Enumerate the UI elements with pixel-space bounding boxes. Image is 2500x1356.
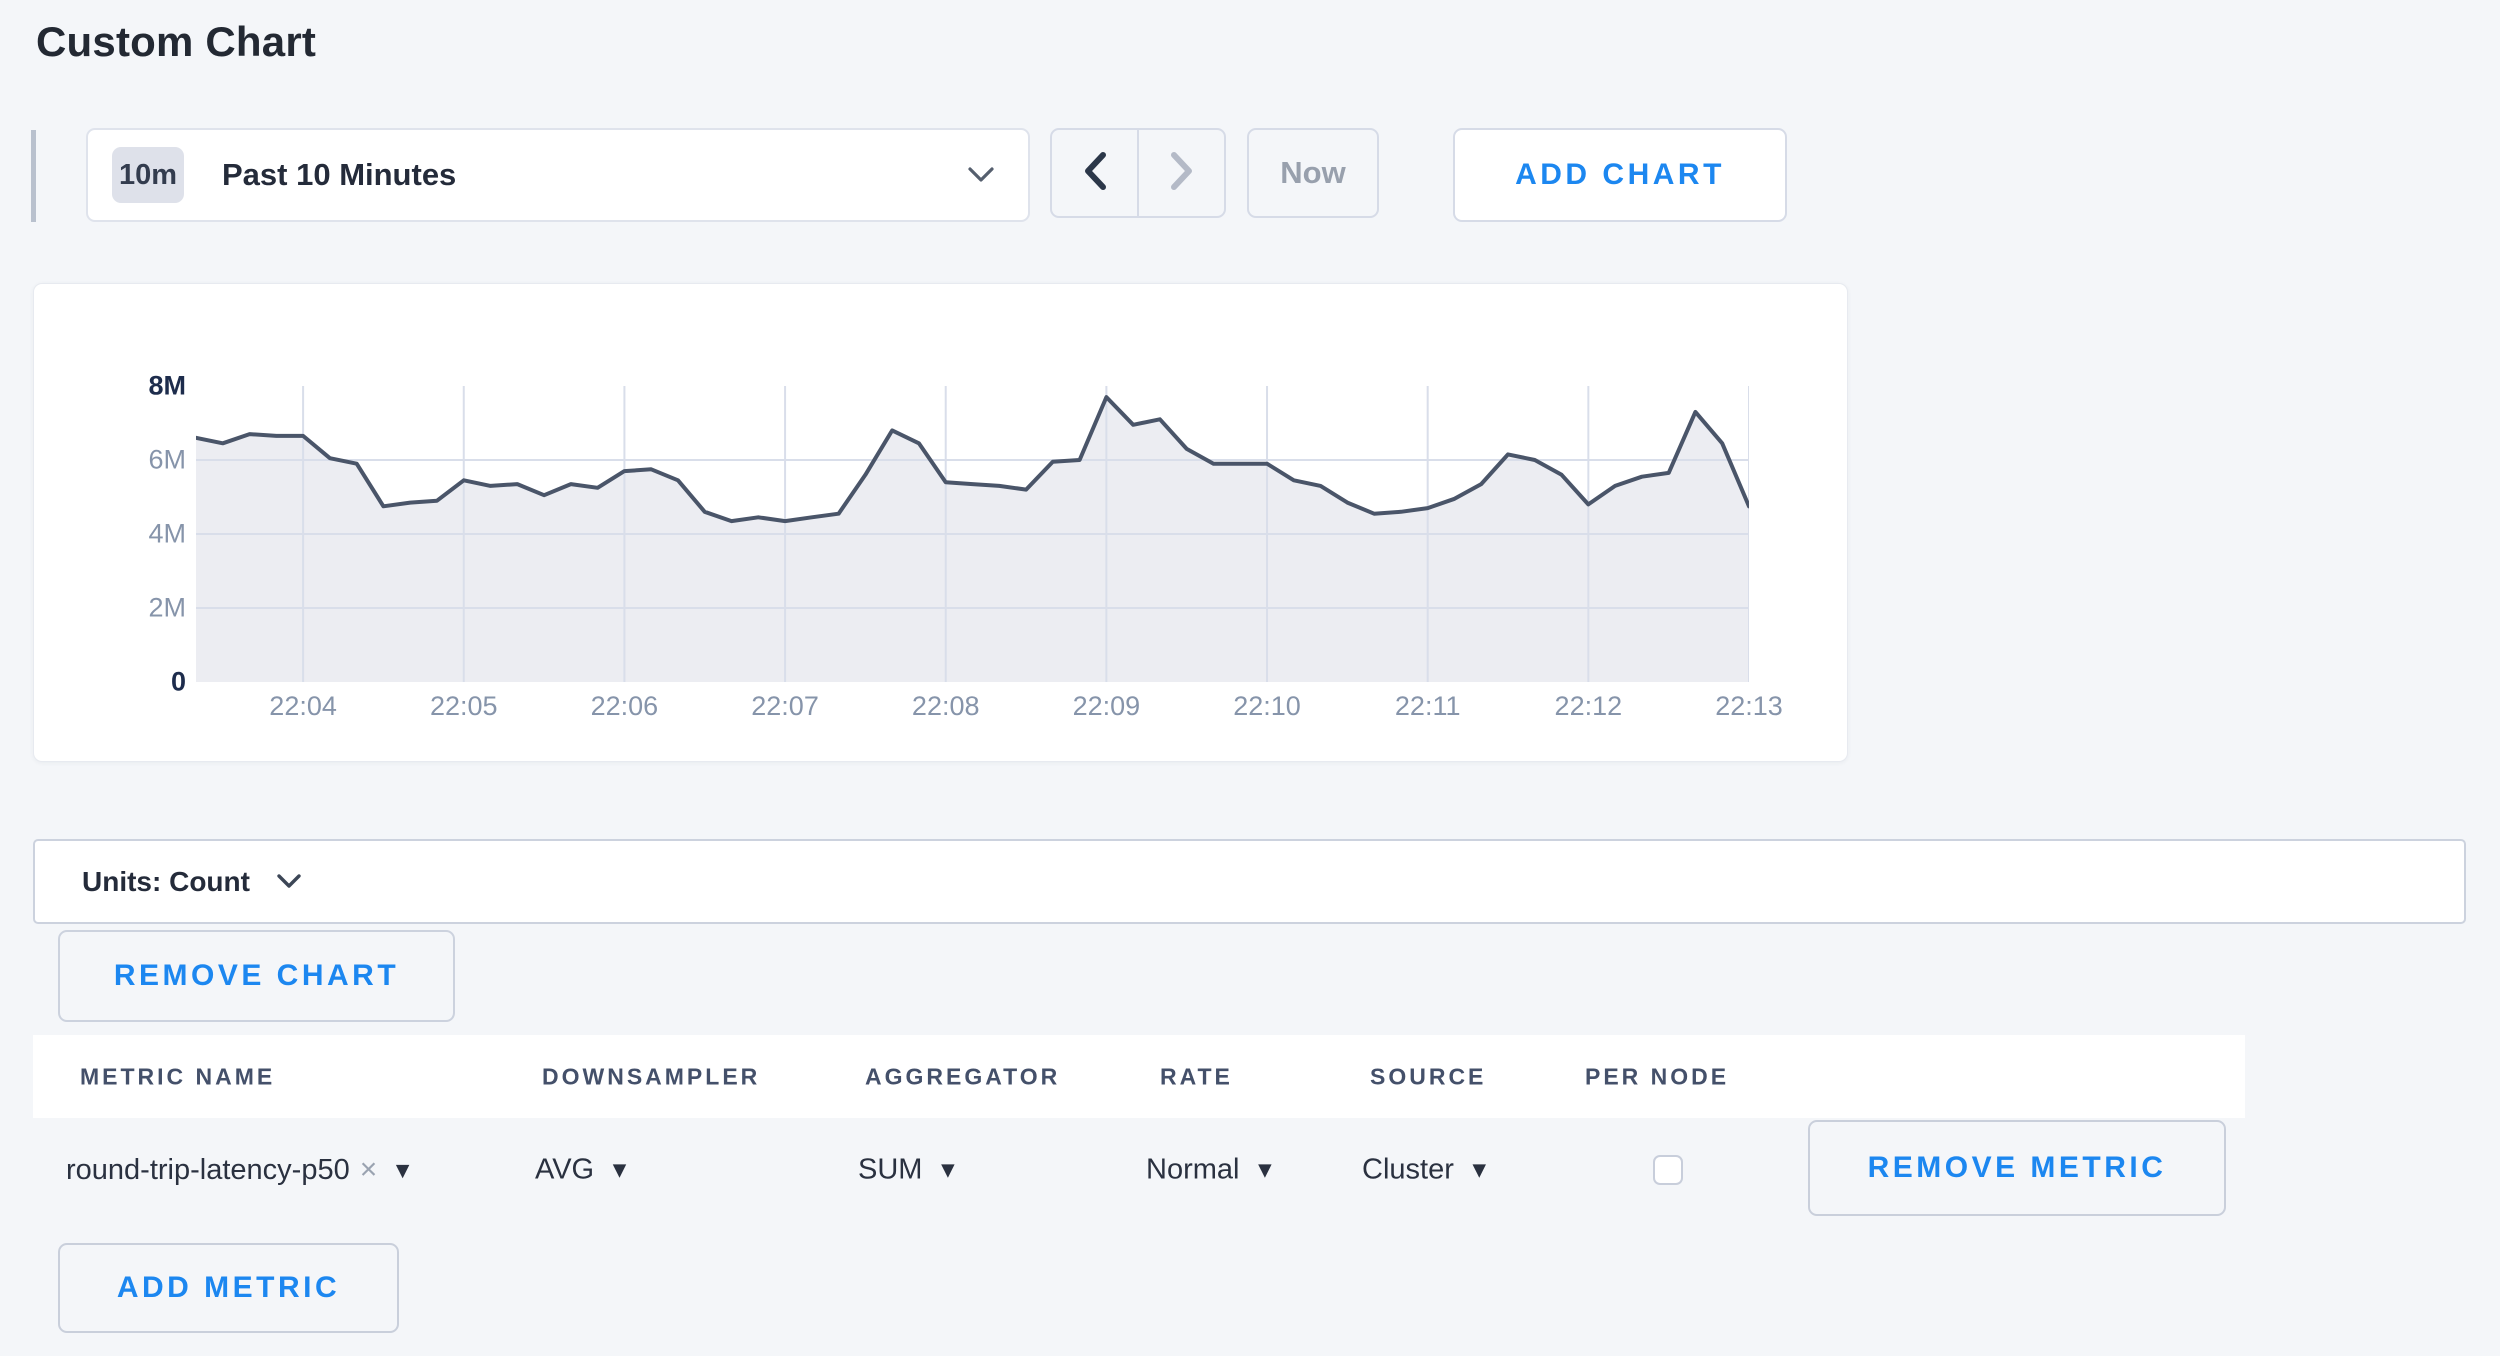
- chevron-down-icon: [276, 873, 302, 890]
- time-range-label: Past 10 Minutes: [222, 157, 457, 192]
- source-value: Cluster: [1362, 1153, 1454, 1186]
- caret-down-icon: ▼: [1253, 1156, 1277, 1183]
- caret-down-icon: ▼: [608, 1156, 631, 1183]
- column-header-source: SOURCE: [1370, 1063, 1487, 1089]
- column-header-rate: RATE: [1160, 1063, 1233, 1089]
- aggregator-dropdown[interactable]: SUM ▼: [858, 1154, 959, 1187]
- column-header-aggregator: AGGREGATOR: [865, 1063, 1061, 1089]
- chevron-right-icon: [1168, 151, 1196, 196]
- x-axis-tick-label: 22:10: [1233, 691, 1301, 721]
- caret-down-icon: ▼: [1467, 1156, 1491, 1183]
- x-axis-tick-label: 22:07: [751, 691, 819, 721]
- downsampler-value: AVG: [535, 1153, 595, 1186]
- x-axis-tick-label: 22:11: [1394, 691, 1461, 721]
- chevron-left-icon: [1081, 151, 1109, 196]
- units-label: Units: Count: [82, 865, 250, 897]
- y-axis-tick-label: 4M: [148, 518, 186, 549]
- add-metric-button[interactable]: ADD METRIC: [58, 1243, 399, 1333]
- y-axis-tick-label: 6M: [148, 444, 186, 475]
- x-axis-tick-label: 22:12: [1554, 691, 1623, 721]
- time-range-badge: 10m: [112, 147, 184, 203]
- time-range-dropdown[interactable]: 10m Past 10 Minutes: [86, 128, 1030, 222]
- now-button[interactable]: Now: [1247, 128, 1379, 218]
- column-header-per-node: PER NODE: [1585, 1063, 1730, 1089]
- source-dropdown[interactable]: Cluster ▼: [1362, 1154, 1491, 1187]
- x-axis-tick-label: 22:05: [429, 691, 498, 721]
- chevron-down-icon: [966, 165, 996, 185]
- chart-plot[interactable]: [196, 386, 1749, 682]
- column-header-metric-name: METRIC NAME: [80, 1063, 276, 1089]
- per-node-checkbox[interactable]: [1653, 1155, 1683, 1185]
- toolbar-divider: [31, 130, 36, 222]
- metric-name-dropdown[interactable]: round-trip-latency-p50 × ▼: [66, 1153, 414, 1187]
- rate-dropdown[interactable]: Normal ▼: [1146, 1154, 1276, 1187]
- y-axis-tick-label: 2M: [148, 592, 186, 623]
- rate-value: Normal: [1146, 1153, 1240, 1186]
- caret-down-icon: ▼: [936, 1156, 960, 1183]
- downsampler-dropdown[interactable]: AVG ▼: [535, 1154, 631, 1187]
- caret-down-icon: ▼: [391, 1156, 414, 1183]
- step-back-button[interactable]: [1052, 130, 1139, 216]
- units-dropdown[interactable]: Units: Count: [33, 839, 2466, 924]
- add-chart-button[interactable]: ADD CHART: [1453, 128, 1787, 222]
- aggregator-value: SUM: [858, 1153, 923, 1186]
- remove-chart-button[interactable]: REMOVE CHART: [58, 930, 455, 1022]
- step-forward-button[interactable]: [1139, 130, 1224, 216]
- x-axis-tick-label: 22:04: [269, 691, 337, 721]
- x-axis-tick-label: 22:09: [1072, 691, 1141, 721]
- time-step-button-group: [1050, 128, 1226, 218]
- y-axis-tick-label: 0: [170, 666, 186, 697]
- chart-card: 0 2M 4M 6M 8M 22:04 22:05 22:06 22:07 22:08 22:09…: [33, 283, 1848, 762]
- metric-name-value: round-trip-latency-p50: [66, 1153, 350, 1186]
- page-title: Custom Chart: [36, 18, 317, 65]
- remove-metric-button[interactable]: REMOVE METRIC: [1808, 1120, 2226, 1216]
- y-axis-tick-label: 8M: [148, 370, 186, 401]
- x-axis-tick-label: 22:08: [911, 691, 980, 721]
- remove-tag-icon[interactable]: ×: [359, 1153, 378, 1186]
- x-axis-tick-label: 22:13: [1715, 691, 1783, 721]
- column-header-downsampler: DOWNSAMPLER: [542, 1063, 761, 1089]
- metrics-table-header: METRIC NAME DOWNSAMPLER AGGREGATOR RATE …: [33, 1035, 2245, 1118]
- x-axis-tick-label: 22:06: [590, 691, 659, 721]
